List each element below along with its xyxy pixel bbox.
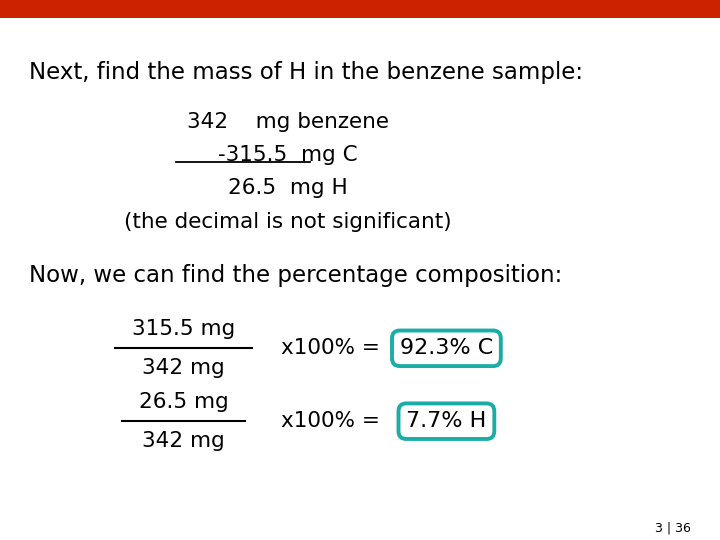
Text: Now, we can find the percentage composition:: Now, we can find the percentage composit… — [29, 264, 562, 287]
Text: x100% =: x100% = — [281, 338, 379, 359]
Text: 7.7% H: 7.7% H — [406, 411, 487, 431]
Text: 26.5  mg H: 26.5 mg H — [228, 178, 348, 199]
Text: 315.5 mg: 315.5 mg — [132, 319, 235, 340]
Text: 342 mg: 342 mg — [143, 431, 225, 451]
Text: 342 mg: 342 mg — [143, 358, 225, 379]
FancyBboxPatch shape — [0, 0, 720, 18]
Text: x100% =: x100% = — [281, 411, 379, 431]
Text: 342    mg benzene: 342 mg benzene — [187, 111, 389, 132]
Text: 3 | 36: 3 | 36 — [655, 522, 691, 535]
Text: Next, find the mass of H in the benzene sample:: Next, find the mass of H in the benzene … — [29, 62, 582, 84]
Text: 92.3% C: 92.3% C — [400, 338, 493, 359]
Text: -315.5  mg C: -315.5 mg C — [218, 145, 358, 165]
Text: 26.5 mg: 26.5 mg — [139, 392, 228, 413]
Text: (the decimal is not significant): (the decimal is not significant) — [124, 212, 452, 232]
